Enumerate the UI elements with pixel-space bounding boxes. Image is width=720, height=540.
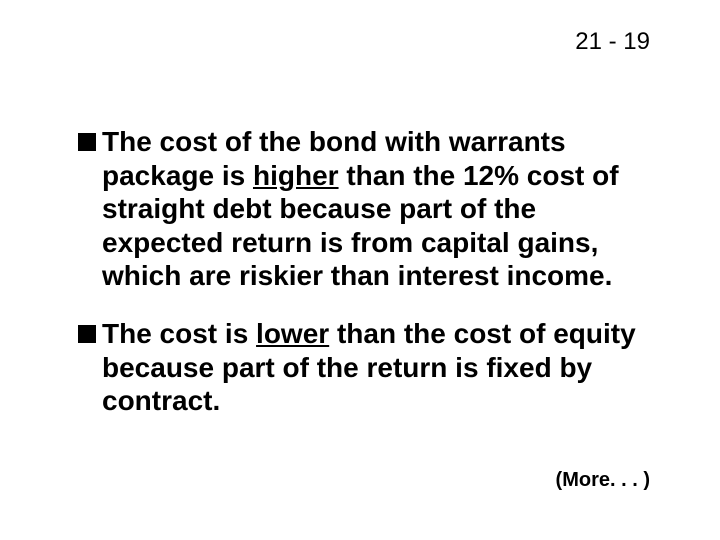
bullet-text: The cost of the bond with warrants packa…: [102, 125, 650, 293]
text-underlined: higher: [253, 160, 339, 191]
square-bullet-icon: [78, 133, 96, 151]
page-number: 21 - 19: [575, 28, 650, 56]
more-indicator: (More. . . ): [556, 469, 650, 492]
square-bullet-icon: [78, 325, 96, 343]
bullet-text: The cost is lower than the cost of equit…: [102, 317, 650, 418]
bullet-item: The cost is lower than the cost of equit…: [78, 317, 650, 418]
text-underlined: lower: [256, 318, 329, 349]
text-pre: The cost is: [102, 318, 256, 349]
bullet-item: The cost of the bond with warrants packa…: [78, 125, 650, 293]
slide-content: The cost of the bond with warrants packa…: [78, 125, 650, 442]
